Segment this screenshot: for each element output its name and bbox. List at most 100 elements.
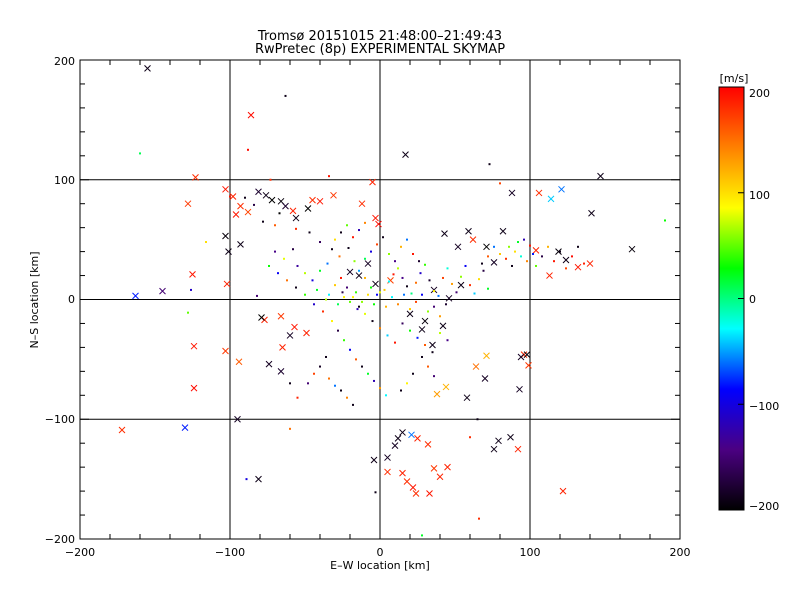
data-point-dot [529,244,531,247]
data-point-dot [401,322,404,325]
colorbar-tick-label: 200 [749,87,770,100]
axis-ticks [79,59,681,540]
data-point-cross [546,272,553,279]
data-point-dot [493,245,495,248]
data-point-dot [418,260,420,263]
data-point-dot [341,291,344,294]
data-point-cross [364,260,372,267]
data-point-cross [303,329,310,337]
chart-title: Tromsø 20151015 21:48:00–21:49:43 [257,29,502,44]
data-point-dot [397,303,399,306]
data-point-cross [445,294,453,302]
data-point-dot [385,305,387,308]
colorbar-tick-label: 0 [749,293,756,306]
data-point-dot [379,327,381,330]
data-point-dot [583,262,585,265]
data-point-cross [532,247,540,254]
data-point-dot [245,478,248,481]
data-point-dot [371,320,374,323]
data-point-cross [472,363,480,370]
data-point-dot [517,241,519,244]
data-point-cross [244,208,252,216]
data-point-dot [296,396,299,399]
data-point-cross [555,248,562,255]
data-point-cross [247,111,255,119]
data-point-dot [328,175,330,178]
data-point-cross [516,385,523,393]
data-point-cross [436,473,444,481]
data-point-cross [372,280,379,288]
data-point-dot [296,264,299,267]
data-point-cross [574,263,582,271]
data-point-dot [401,276,404,279]
data-point-dot [478,278,480,281]
data-point-dot [451,282,453,285]
data-point-cross [192,174,199,181]
data-point-dot [400,389,402,392]
data-point-dot [428,279,431,282]
data-point-dot [476,418,479,421]
data-point-dot [349,348,351,351]
data-point-dot [334,384,336,387]
data-point-cross [507,433,514,441]
data-point-dot [346,224,348,227]
data-point-dot [355,358,357,361]
data-point-cross [525,362,532,369]
data-point-dot [319,241,321,244]
data-point-cross [316,197,324,205]
data-point-cross [412,490,420,497]
data-point-dot [340,389,342,392]
data-point-dot [244,196,246,199]
data-point-dot [379,387,381,390]
data-point-cross [457,281,465,289]
data-point-cross [444,463,451,471]
data-point-dot [419,272,422,275]
data-point-dot [340,276,342,279]
data-point-dot [352,296,354,299]
data-point-dot [553,260,555,263]
data-point-dot [565,267,567,270]
data-point-dot [346,286,348,289]
data-point-dot [355,291,357,294]
data-point-dot [325,355,327,358]
data-point-dot [283,257,285,260]
data-point-cross [304,205,312,212]
data-point-cross [225,248,232,255]
data-point-cross [229,193,237,200]
data-point-dot [373,379,375,382]
data-point-dot [433,290,435,293]
data-point-dot [385,394,387,397]
data-point-dot [268,264,270,267]
data-point-dot [406,382,408,385]
data-point-cross [433,390,441,398]
data-point-dot [334,284,336,287]
data-point-cross [429,341,436,349]
data-point-cross [234,415,241,423]
data-point-cross [499,227,507,235]
data-point-cross [414,435,421,442]
data-point-cross [223,280,231,288]
data-point-dot [431,351,434,354]
data-point-dot [415,300,417,303]
data-point-cross [454,243,462,251]
y-tick-label: −100 [45,413,75,426]
data-point-cross [346,268,354,276]
data-point-dot [374,491,377,494]
data-point-dot [337,303,339,306]
data-point-dot [274,224,276,227]
data-point-cross [190,384,198,392]
data-point-dot [464,264,467,267]
data-point-cross [441,230,448,237]
data-point-dot [391,296,393,299]
data-point-dot [358,305,360,308]
data-point-dot [403,293,405,296]
data-point-cross [588,209,595,217]
data-point-dot [409,329,411,332]
y-axis-label: N–S location [km] [28,251,41,348]
data-point-dot [326,262,329,265]
data-point-cross [562,256,570,264]
data-point-dot [347,247,350,250]
data-point-dot [416,336,419,339]
data-point-dot [308,231,311,234]
data-point-dot [367,293,369,296]
